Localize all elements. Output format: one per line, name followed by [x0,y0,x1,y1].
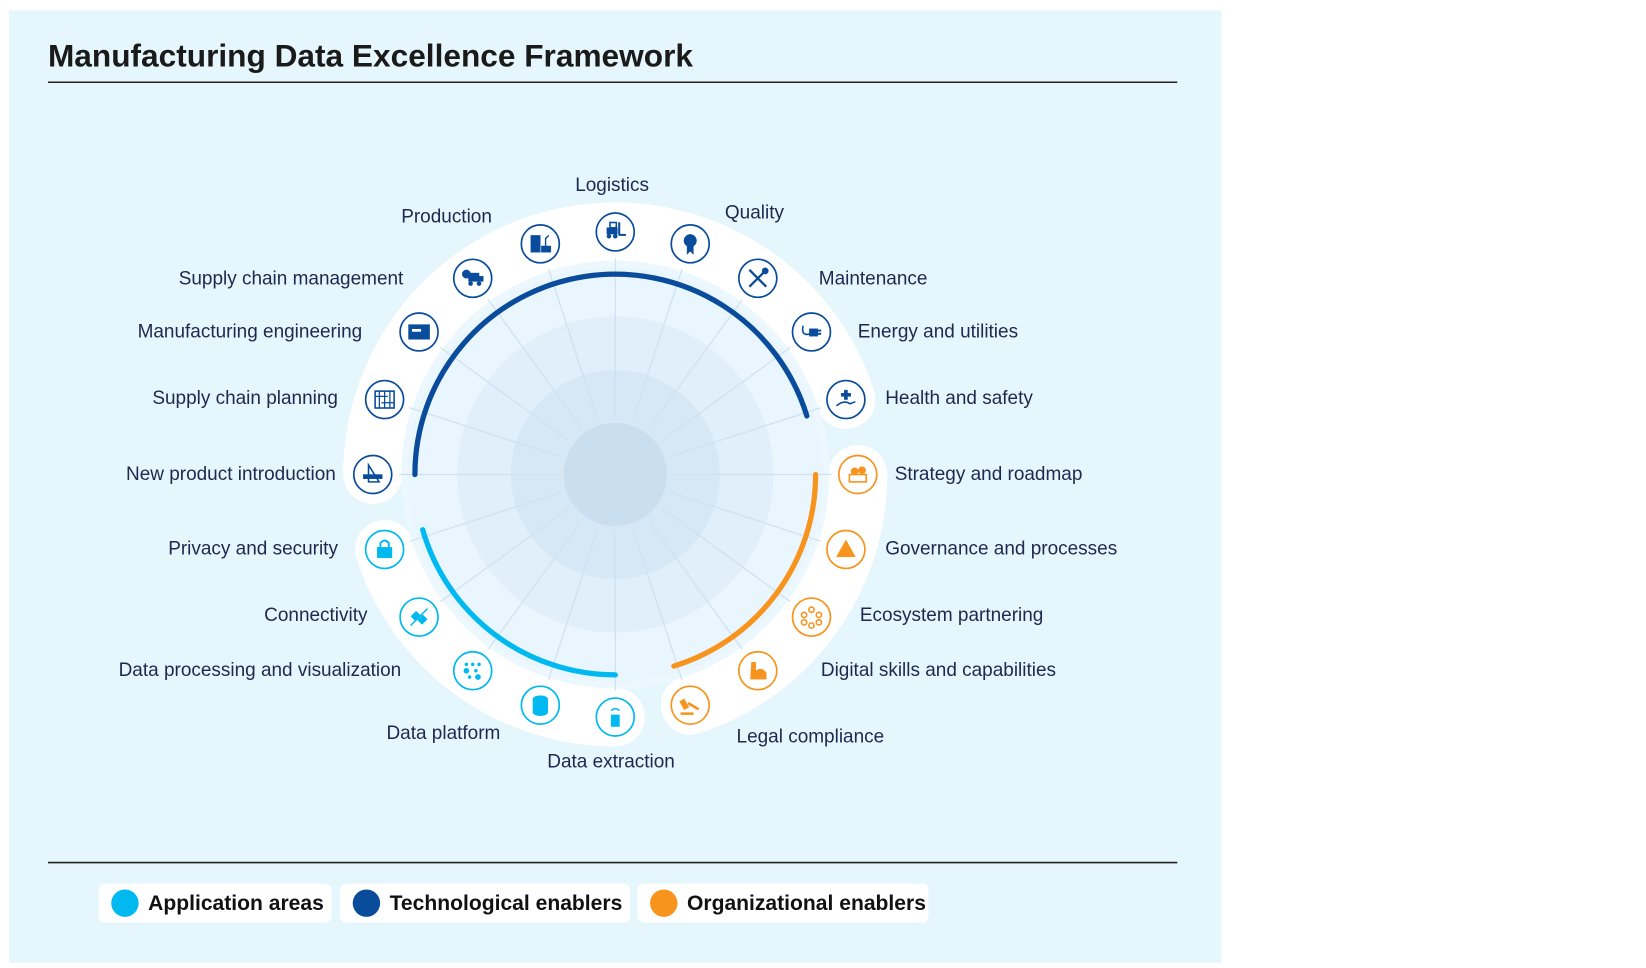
band-segment [343,202,876,505]
database-icon [520,685,561,725]
spoke [487,299,582,428]
item-label: Supply chain management [179,269,404,290]
delivery-truck-icon [452,258,493,299]
sensor-device-icon [595,697,636,737]
organizational-arc [671,471,819,669]
pyramid-icon [826,529,866,570]
spoke [648,299,743,428]
framework-item[interactable]: New product introduction [126,454,393,495]
plug-icon [791,312,832,352]
item-label: Supply chain planning [152,388,338,409]
page-title: Manufacturing Data Excellence Framework [48,37,693,73]
framework-item[interactable]: Digital skills and capabilities [738,650,1056,691]
legend-item-application: Application areas [98,883,332,923]
connector-icon [399,597,439,637]
framework-item[interactable]: Manufacturing engineering [138,312,439,352]
planning-board-icon [364,379,405,420]
item-label: Legal compliance [737,726,885,747]
spoke [670,491,822,542]
framework-item[interactable]: Ecosystem partnering [791,597,1043,637]
spoke [632,529,683,681]
spoke [661,346,791,441]
framework-item[interactable]: Supply chain planning [152,379,405,420]
gavel-icon [670,685,711,725]
forklift-icon [595,212,636,252]
legend-chip [637,883,929,923]
framework-item[interactable]: Privacy and security [168,529,405,570]
item-label: Data platform [386,723,500,744]
framework-item[interactable]: Legal compliance [670,685,885,747]
spoke [632,268,683,420]
spoke [440,346,569,441]
legend-swatch [111,889,139,917]
spoke [440,508,569,603]
item-label: Energy and utilities [858,321,1018,342]
legend-swatch [352,889,381,917]
item-label: Connectivity [264,605,368,626]
drafting-tools-icon [352,454,393,495]
map-pin-icon [837,454,878,495]
spoke [648,521,743,650]
network-icon [791,597,832,637]
framework-item[interactable]: Data processing and visualization [119,650,493,691]
framework-item[interactable]: Strategy and roadmap [837,454,1083,495]
legend-swatch [650,889,678,917]
item-label: Strategy and roadmap [895,464,1083,485]
item-label: Governance and processes [885,539,1117,560]
item-label: Logistics [575,175,649,196]
machine-panel-icon [399,312,439,352]
framework-item[interactable]: Connectivity [264,597,439,637]
spoke [409,407,561,458]
legend-chip [340,883,631,923]
framework-item[interactable]: Quality [670,202,785,264]
legend-label: Technological enablers [390,892,623,915]
framework-item[interactable]: Production [401,206,561,264]
item-label: Health and safety [885,388,1033,409]
legend: Application areas Technological enablers O… [98,883,929,923]
wheel: Logistics Quality Maintenance Energy and ut… [119,175,1118,773]
factory-robot-icon [520,224,561,264]
legend-item-organizational: Organizational enablers [637,883,929,923]
item-label: Manufacturing engineering [138,321,363,342]
application-arc [420,527,618,678]
technological-arc [412,271,810,478]
item-label: Production [401,206,492,227]
framework-item[interactable]: Maintenance [738,258,928,299]
spoke [547,529,598,681]
legend-chip [98,883,332,923]
award-ribbon-icon [670,224,711,264]
framework-item[interactable]: Supply chain management [179,258,493,299]
spoke [409,491,561,542]
item-label: Data processing and visualization [119,660,402,681]
binary-gears-icon [452,650,493,691]
hand-cross-icon [826,379,866,420]
padlock-icon [364,529,405,570]
item-label: Quality [725,202,785,223]
muscle-arm-icon [738,650,778,691]
item-label: Data extraction [547,752,675,773]
legend-label: Organizational enablers [687,892,926,915]
framework-item[interactable]: Data extraction [547,697,675,773]
item-label: Maintenance [819,269,928,290]
spoke [547,268,598,420]
item-label: Digital skills and capabilities [821,660,1056,681]
center-disc [563,422,667,527]
item-label: Ecosystem partnering [860,605,1043,626]
framework-item[interactable]: Energy and utilities [791,312,1018,352]
legend-label: Application areas [148,892,324,915]
legend-item-technological: Technological enablers [340,883,631,923]
framework-item[interactable]: Health and safety [826,379,1033,420]
item-label: New product introduction [126,464,336,485]
wrench-screwdriver-icon [738,258,778,299]
spoke [670,407,822,458]
framework-item[interactable]: Logistics [575,175,649,252]
framework-item[interactable]: Governance and processes [826,529,1117,570]
spoke [661,508,791,603]
spoke [487,521,582,650]
framework-item[interactable]: Data platform [386,685,561,744]
item-label: Privacy and security [168,539,338,560]
